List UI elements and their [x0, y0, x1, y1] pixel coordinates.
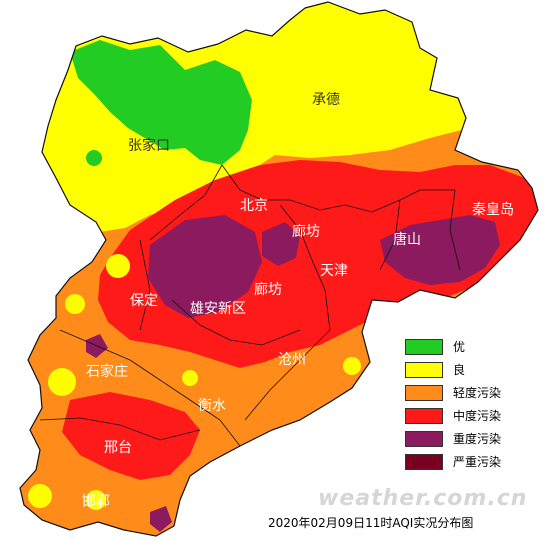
legend-label: 中度污染	[453, 409, 502, 423]
city-label-tangshan: 唐山	[393, 231, 421, 248]
city-label-zhangjiakou: 张家口	[128, 137, 170, 154]
city-label-chengde: 承德	[312, 92, 340, 108]
city-label-baoding: 保定	[130, 293, 158, 309]
city-label-tianjin: 天津	[320, 263, 348, 279]
city-label-langfang-north: 廊坊	[292, 223, 320, 240]
map-caption: 2020年02月09日11时AQI实况分布图	[268, 516, 474, 530]
legend-swatch	[405, 453, 443, 470]
legend-item-good: 良	[405, 358, 535, 381]
city-label-cangzhou: 沧州	[278, 351, 306, 368]
city-label-xiongan: 雄安新区	[190, 301, 246, 317]
legend-label: 优	[453, 340, 466, 354]
city-label-qinhuangdao: 秦皇岛	[472, 202, 514, 218]
aqi-legend: 优 良 轻度污染 中度污染 重度污染 严重污染	[405, 335, 535, 473]
legend-swatch	[405, 338, 443, 355]
city-label-langfang-south: 廊坊	[254, 281, 282, 298]
city-label-handan: 邯郸	[82, 494, 110, 510]
city-label-xingtai: 邢台	[104, 440, 132, 456]
legend-item-excellent: 优	[405, 335, 535, 358]
legend-label: 轻度污染	[453, 386, 502, 400]
legend-item-heavy: 重度污染	[405, 427, 535, 450]
legend-item-moderate: 中度污染	[405, 404, 535, 427]
legend-swatch	[405, 430, 443, 447]
watermark: weather.com.cn	[318, 486, 528, 511]
legend-swatch	[405, 407, 443, 424]
city-label-beijing: 北京	[240, 198, 268, 214]
legend-item-severe: 严重污染	[405, 450, 535, 473]
city-label-shijiazhuang: 石家庄	[86, 363, 128, 380]
legend-swatch	[405, 361, 443, 378]
legend-swatch	[405, 384, 443, 401]
legend-label: 良	[453, 363, 466, 377]
city-label-hengshui: 衡水	[198, 398, 226, 414]
legend-label: 重度污染	[453, 432, 502, 446]
legend-label: 严重污染	[453, 455, 502, 469]
legend-item-light: 轻度污染	[405, 381, 535, 404]
